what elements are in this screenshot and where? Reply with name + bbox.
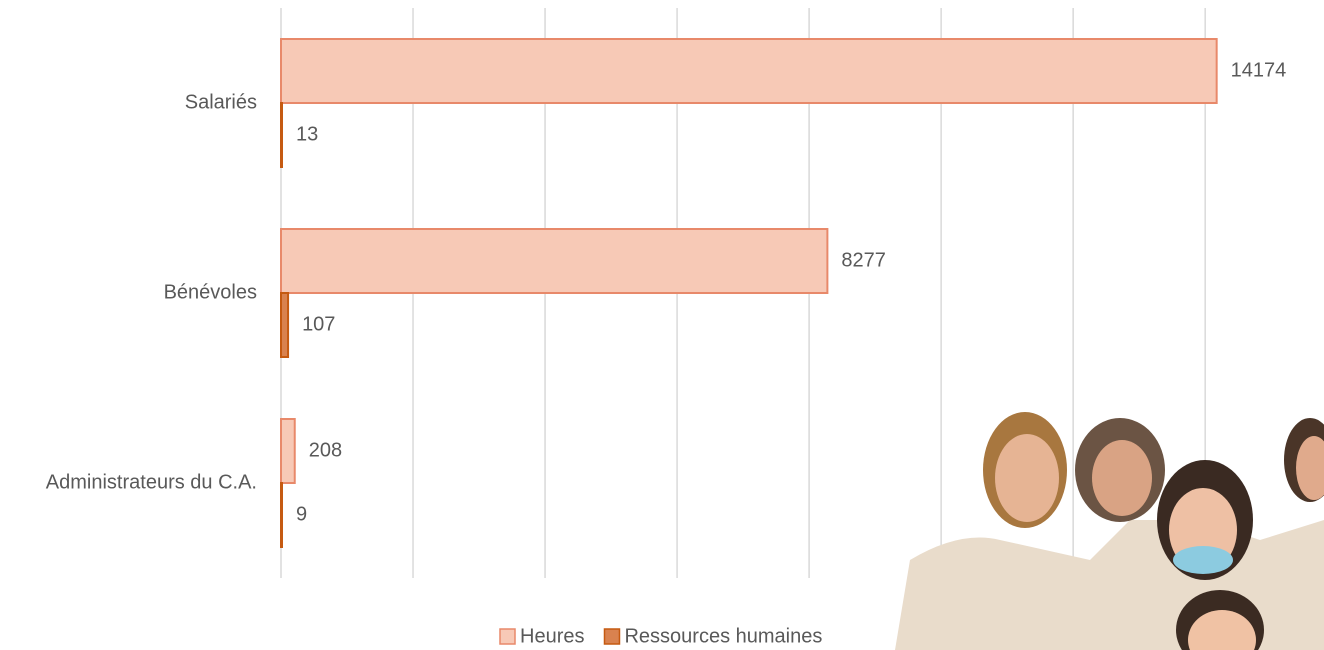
- bar: [280, 102, 283, 168]
- data-label: 13: [296, 123, 318, 145]
- data-label: 14174: [1231, 59, 1287, 81]
- data-label: 9: [296, 503, 307, 525]
- data-label: 8277: [841, 249, 886, 271]
- bar: [280, 482, 283, 548]
- y-tick-label: Salariés: [185, 91, 257, 113]
- bar: [280, 418, 296, 484]
- legend-swatch: [603, 628, 621, 645]
- data-label: 107: [302, 313, 335, 335]
- photo: [895, 412, 1324, 650]
- y-tick-label: Administrateurs du C.A.: [46, 471, 257, 493]
- bar: [280, 228, 829, 294]
- y-tick-label: Bénévoles: [164, 281, 257, 303]
- legend-label: Ressources humaines: [624, 625, 822, 647]
- legend-swatch: [499, 628, 516, 645]
- legend-label: Heures: [520, 625, 584, 647]
- data-label: 208: [309, 439, 342, 461]
- bar: [280, 38, 1218, 104]
- bar: [280, 292, 290, 358]
